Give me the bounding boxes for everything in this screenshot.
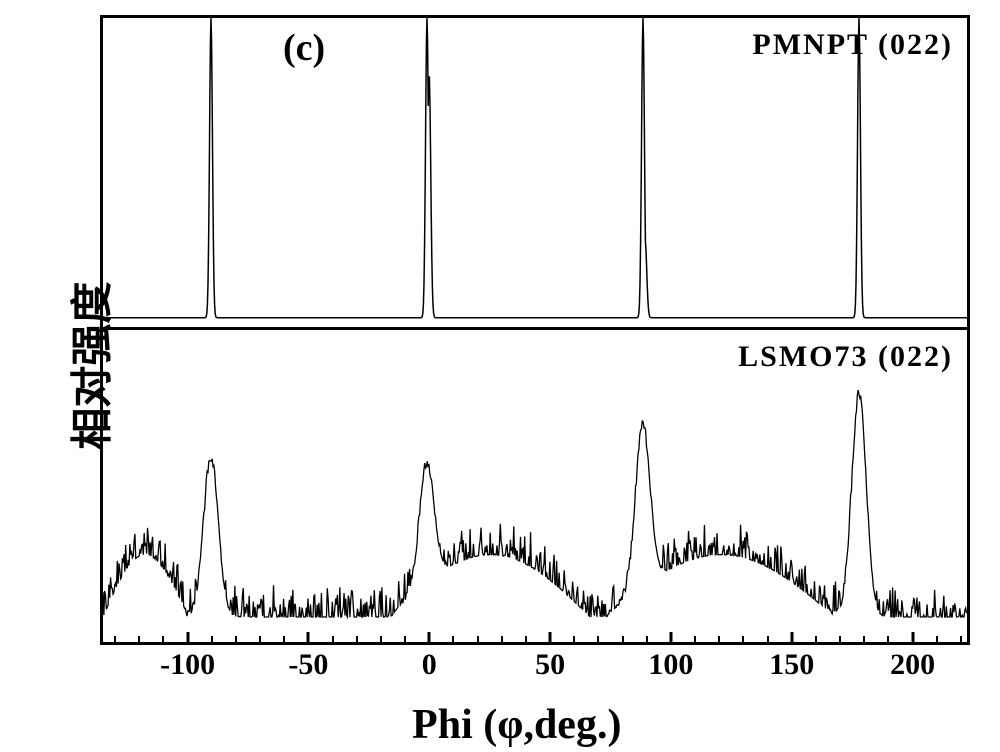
- plot-area: (c) PMNPT (022) LSMO73 (022) -100-500501…: [100, 15, 970, 645]
- xlabel-symbol: φ: [497, 702, 523, 748]
- x-tick-label: 100: [648, 648, 693, 682]
- bottom-panel: LSMO73 (022): [103, 330, 967, 642]
- x-tick-label: -50: [288, 648, 328, 682]
- x-tick-label: -100: [160, 648, 215, 682]
- top-panel-data: [103, 18, 967, 327]
- top-panel: (c) PMNPT (022): [103, 18, 967, 330]
- xlabel-suffix: ,deg.): [523, 702, 621, 748]
- phi-scan-figure: 相对强度 Phi (φ,deg.) (c) PMNPT (022) LSMO73…: [0, 0, 1000, 752]
- x-tick-label: 150: [769, 648, 814, 682]
- x-axis-label: Phi (φ,deg.): [412, 701, 621, 749]
- xlabel-prefix: Phi (: [412, 702, 497, 748]
- x-tick-label: 50: [535, 648, 565, 682]
- bottom-panel-data: [103, 330, 967, 642]
- x-tick-label: 0: [422, 648, 437, 682]
- x-tick-label: 200: [890, 648, 935, 682]
